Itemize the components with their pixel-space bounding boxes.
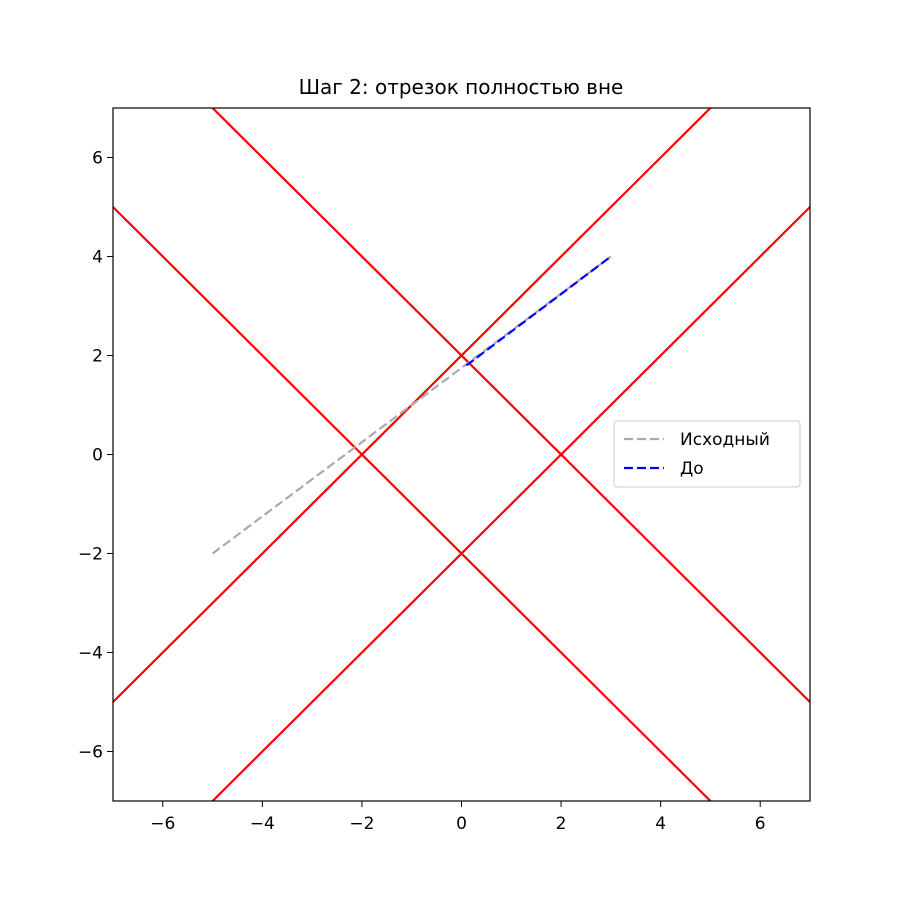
chart-title: Шаг 2: отрезок полностью вне <box>299 75 624 99</box>
x-tick-label: 2 <box>556 814 567 834</box>
x-tick-label: 0 <box>456 814 467 834</box>
x-tick-label: 6 <box>755 814 766 834</box>
boundary-line-3 <box>211 108 810 703</box>
boundary-line-4 <box>113 206 712 801</box>
legend-box <box>613 420 801 488</box>
y-tick-label: −2 <box>78 545 103 565</box>
legend: Исходный До <box>613 420 801 488</box>
y-tick-label: −6 <box>78 743 103 763</box>
x-tick-label: −2 <box>349 814 374 834</box>
y-tick-label: 0 <box>92 446 103 466</box>
series-line-2 <box>465 255 612 367</box>
y-tick-label: −4 <box>78 644 103 664</box>
y-axis: −6 −4 −2 0 2 4 6 <box>78 149 113 763</box>
legend-label: Исходный <box>680 430 770 450</box>
legend-label: До <box>680 459 704 479</box>
x-tick-label: 4 <box>655 814 666 834</box>
y-tick-label: 2 <box>92 347 103 367</box>
y-tick-label: 4 <box>92 248 103 268</box>
x-tick-label: −6 <box>150 814 175 834</box>
x-axis: −6 −4 −2 0 2 4 6 <box>150 801 766 834</box>
x-tick-label: −4 <box>250 814 275 834</box>
y-tick-label: 6 <box>92 149 103 169</box>
plot-area <box>113 108 810 801</box>
series-line-1 <box>211 255 612 555</box>
